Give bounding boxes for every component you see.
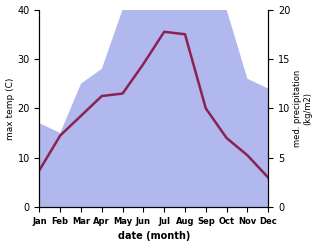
X-axis label: date (month): date (month) — [118, 231, 190, 242]
Y-axis label: med. precipitation
(kg/m2): med. precipitation (kg/m2) — [293, 70, 313, 147]
Y-axis label: max temp (C): max temp (C) — [5, 77, 15, 140]
